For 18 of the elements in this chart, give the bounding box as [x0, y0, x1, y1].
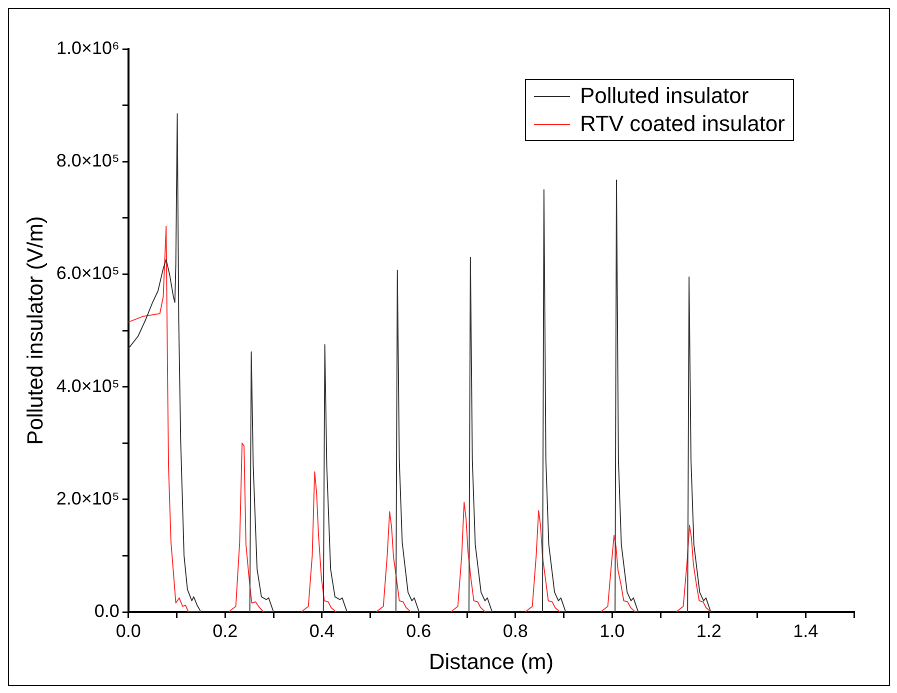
legend-label: Polluted insulator: [580, 82, 749, 110]
x-tick-label: 0.0: [116, 620, 141, 641]
x-tick-label: 1.0: [600, 620, 625, 641]
x-tick-label: 1.2: [696, 620, 722, 641]
y-tick-label: 4.0×10⁵: [56, 376, 120, 396]
x-tick-label: 0.8: [502, 620, 528, 641]
y-tick-label: 0.0: [94, 600, 120, 621]
y-tick-label: 2.0×10⁵: [56, 488, 120, 508]
x-tick-label: 1.4: [793, 620, 818, 641]
y-tick-label: 6.0×10⁵: [56, 263, 120, 284]
x-axis-title: Distance (m): [428, 648, 554, 674]
y-axis-title: Polluted insulator (V/m): [22, 216, 48, 445]
y-tick-label: 8.0×10⁵: [56, 150, 120, 171]
x-tick-label: 0.4: [309, 620, 334, 641]
y-tick-label: 1.0×10⁶: [56, 38, 120, 58]
x-tick-label: 0.2: [212, 620, 238, 641]
legend-label: RTV coated insulator: [580, 110, 785, 138]
x-tick-label: 0.6: [406, 620, 432, 641]
